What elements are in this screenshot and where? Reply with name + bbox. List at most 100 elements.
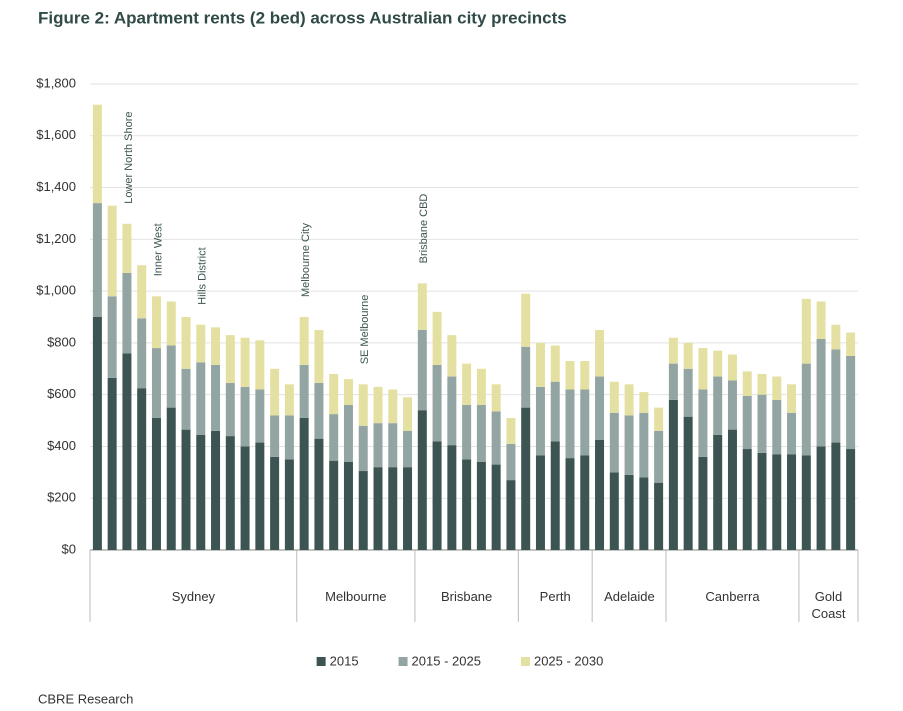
bar-segment xyxy=(742,371,752,396)
bar-segment xyxy=(580,389,590,456)
group-label: Melbourne xyxy=(325,589,387,604)
bar-segment xyxy=(757,452,767,550)
group-label-box: Gold Coast xyxy=(811,589,845,621)
bar-segment xyxy=(476,368,486,406)
group-label: Sydney xyxy=(171,589,216,604)
bar-segment xyxy=(550,441,560,550)
bar-segment xyxy=(358,384,368,426)
bar-segment xyxy=(343,461,353,550)
bar-segment xyxy=(107,205,117,297)
bar-segment xyxy=(595,376,605,440)
bar-segment xyxy=(772,454,782,550)
bar-segment xyxy=(846,332,856,356)
bar-segment xyxy=(211,364,221,431)
bar-segment xyxy=(137,318,147,389)
bar-segment xyxy=(403,397,413,431)
bar-segment xyxy=(196,324,206,363)
bar-segment xyxy=(358,471,368,550)
bar-segment xyxy=(314,329,324,384)
bar-segment xyxy=(698,389,708,457)
bar-segment xyxy=(521,293,531,347)
bar-segment xyxy=(240,386,250,447)
bar-segment xyxy=(447,335,457,377)
bar-segment xyxy=(580,455,590,550)
bar-segment xyxy=(122,353,132,550)
bar-segment xyxy=(757,394,767,453)
bar-segment xyxy=(225,383,235,437)
legend-label: 2025 - 2030 xyxy=(534,653,603,668)
bar-segment xyxy=(343,405,353,462)
bar-segment xyxy=(447,445,457,550)
legend-label: 2015 xyxy=(330,653,359,668)
bar-segment xyxy=(225,335,235,384)
bar-segment xyxy=(299,317,309,365)
bar-segment xyxy=(727,380,737,430)
bar-segment xyxy=(314,438,324,550)
bar-segment xyxy=(240,446,250,550)
bar-segment xyxy=(801,363,811,456)
bar-segment xyxy=(565,361,575,390)
bar-segment xyxy=(742,449,752,550)
bar-segment xyxy=(609,472,619,550)
bar-segment xyxy=(196,362,206,435)
y-tick-label: $1,600 xyxy=(36,127,76,142)
bar-segment xyxy=(565,389,575,459)
bar-segment xyxy=(624,384,634,416)
y-tick-label: $200 xyxy=(47,490,76,505)
y-tick-label: $1,800 xyxy=(36,75,76,90)
bar-segment xyxy=(211,430,221,550)
y-tick-label: $1,200 xyxy=(36,231,76,246)
legend-item: 2015 - 2025 xyxy=(398,653,481,668)
bar-segment xyxy=(417,410,427,550)
bar-segment xyxy=(314,383,324,439)
bar-segment xyxy=(609,412,619,473)
group-label: Canberra xyxy=(705,589,760,604)
bar-segment xyxy=(757,373,767,395)
group-label-box: Melbourne xyxy=(325,589,387,604)
bar-segment xyxy=(462,363,472,406)
bar-segment xyxy=(284,415,294,460)
bar-segment xyxy=(462,459,472,550)
bar-segment xyxy=(211,327,221,365)
bar-segment xyxy=(654,430,664,483)
precinct-label: Brisbane CBD xyxy=(418,194,430,264)
bar-segment xyxy=(403,430,413,468)
bar-segment xyxy=(417,329,427,411)
bar-segment xyxy=(329,373,339,415)
bar-segment xyxy=(698,456,708,550)
bar-segment xyxy=(122,223,132,273)
bar-segment xyxy=(343,379,353,406)
bar-segment xyxy=(255,389,265,443)
bar-segment xyxy=(388,389,398,424)
bar-segment xyxy=(624,415,634,475)
bar-segment xyxy=(624,474,634,550)
bar-segment xyxy=(713,434,723,550)
bar-segment xyxy=(92,104,102,204)
bar-segment xyxy=(698,348,708,390)
bar-segment xyxy=(299,364,309,418)
bar-segment xyxy=(181,368,191,430)
legend-swatch xyxy=(398,657,408,666)
bar-segment xyxy=(284,459,294,550)
legend-label: 2015 - 2025 xyxy=(412,653,481,668)
bar-segment xyxy=(329,414,339,461)
bar-segment xyxy=(668,363,678,400)
y-tick-label: $600 xyxy=(47,386,76,401)
bar-segment xyxy=(432,364,442,442)
bar-segment xyxy=(491,411,501,465)
bar-segment xyxy=(639,477,649,550)
group-label-box: Sydney xyxy=(171,589,216,604)
group-label-box: Adelaide xyxy=(604,589,655,604)
bar-segment xyxy=(166,345,176,408)
bar-segment xyxy=(550,381,560,442)
legend-swatch xyxy=(316,657,326,666)
bar-segment xyxy=(240,337,250,387)
bar-segment xyxy=(727,429,737,550)
bar-segment xyxy=(787,412,797,455)
bar-segment xyxy=(816,446,826,550)
bar-segment xyxy=(151,296,161,349)
bar-segment xyxy=(506,480,516,550)
bar-segment xyxy=(181,429,191,550)
bar-segment xyxy=(787,454,797,550)
precinct-label: SE Melbourne xyxy=(359,295,371,365)
